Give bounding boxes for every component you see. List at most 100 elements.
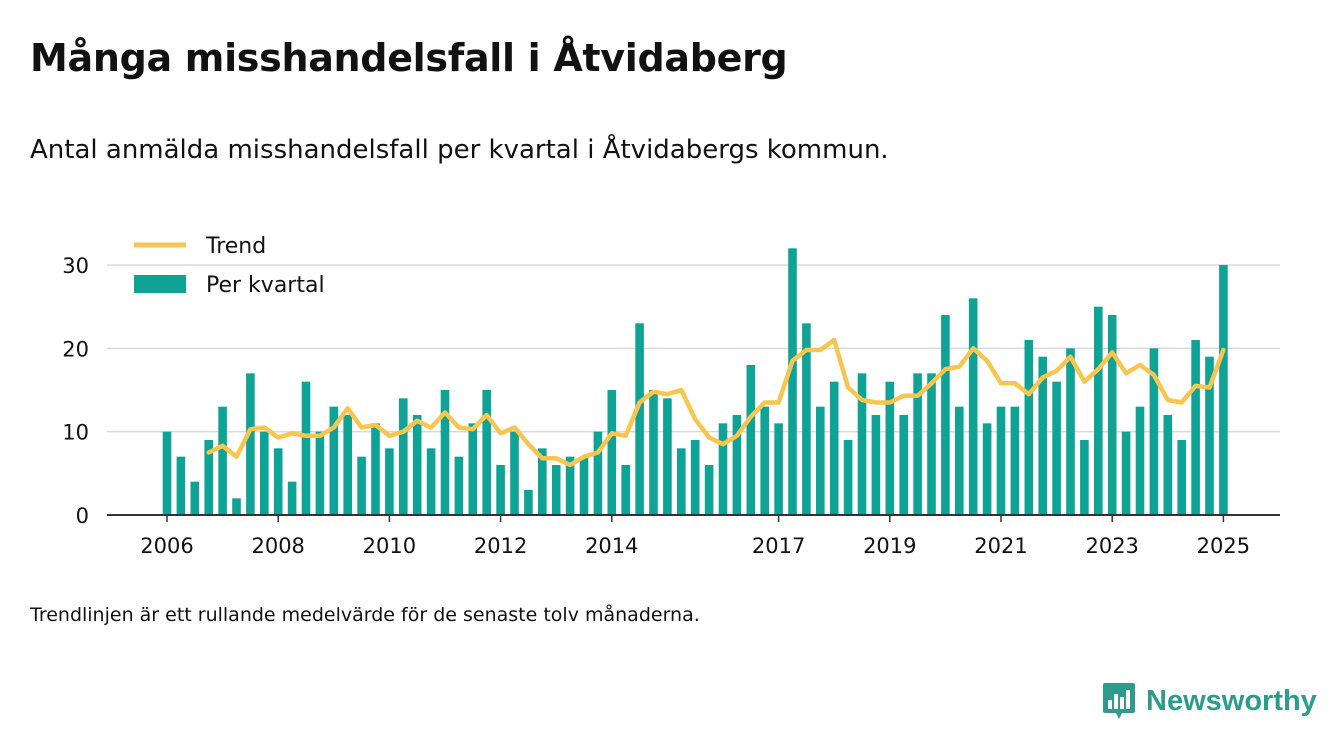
bar: [579, 456, 589, 515]
bar: [329, 406, 339, 515]
trend-line-group: [206, 337, 1226, 468]
bar: [885, 381, 895, 515]
y-axis-tick-labels: 0 10 20 30: [62, 254, 89, 528]
chart-title: Många misshandelsfall i Åtvidaberg: [30, 36, 788, 80]
y-tick-label: 10: [62, 421, 89, 445]
bar: [899, 415, 908, 515]
bar: [774, 423, 783, 515]
bar: [565, 456, 575, 515]
bar: [802, 323, 811, 515]
bar: [746, 365, 756, 515]
bar: [621, 465, 630, 515]
bar: [426, 448, 436, 515]
chart-subtitle: Antal anmälda misshandelsfall per kvarta…: [30, 135, 889, 165]
bar: [649, 390, 658, 515]
chart: 0 10 20 30 2006 2008 2010 2012 2014 2017 2019 2021…: [62, 234, 1280, 558]
bar: [218, 406, 227, 515]
bar: [301, 381, 311, 515]
bar: [176, 456, 186, 515]
bar: [760, 406, 769, 515]
bar: [357, 456, 366, 515]
bar: [412, 415, 422, 515]
x-tick-label: 2006: [140, 534, 193, 558]
bar: [1177, 440, 1186, 515]
bar: [162, 431, 172, 515]
bar: [482, 390, 491, 515]
bar: [927, 373, 936, 515]
bar: [982, 423, 992, 515]
bar: [204, 440, 213, 515]
bar: [454, 456, 464, 515]
bar: [1066, 348, 1075, 515]
bar: [1205, 356, 1214, 515]
y-tick-label: 30: [62, 254, 89, 278]
bar: [843, 440, 853, 515]
legend-trend-label: Trend: [205, 234, 266, 259]
bar: [190, 481, 200, 515]
x-tick-label: 2010: [363, 534, 416, 558]
bar: [718, 423, 728, 515]
bar: [816, 406, 825, 515]
bar: [829, 381, 839, 515]
bar: [1121, 431, 1131, 515]
bar: [538, 448, 547, 515]
bar: [663, 398, 672, 515]
bar: [1219, 265, 1228, 515]
bar: [524, 490, 533, 515]
bar: [1024, 340, 1034, 515]
bar: [1191, 340, 1200, 515]
bar: [1010, 406, 1020, 515]
legend-bar-swatch: [134, 275, 186, 293]
bar: [343, 415, 352, 515]
bars: [162, 248, 1228, 516]
bar: [399, 398, 408, 515]
x-tick-label: 2012: [474, 534, 527, 558]
bar: [635, 323, 644, 515]
bar: [941, 315, 950, 515]
x-tick-label: 2008: [251, 534, 304, 558]
newsworthy-logo-icon: [1103, 683, 1135, 719]
trend-line: [206, 337, 1226, 468]
bar: [1094, 306, 1103, 515]
bar: [232, 498, 241, 515]
x-tick-label: 2025: [1197, 534, 1250, 558]
brand-name: Newsworthy: [1146, 684, 1317, 717]
bar: [287, 481, 297, 515]
bar: [732, 415, 742, 515]
bar: [1052, 381, 1061, 515]
x-tick-label: 2014: [585, 534, 638, 558]
bar: [1107, 315, 1117, 515]
bar: [788, 248, 797, 516]
bar: [371, 423, 380, 515]
bar: [996, 406, 1006, 515]
bar: [315, 431, 325, 515]
legend-bar-label: Per kvartal: [206, 273, 325, 298]
bar: [871, 415, 881, 515]
x-tick-label: 2019: [863, 534, 916, 558]
brand-logo: Newsworthy: [1102, 680, 1317, 722]
bar: [1135, 406, 1145, 515]
bar: [968, 298, 978, 515]
bar: [690, 440, 700, 515]
x-tick-label: 2017: [752, 534, 805, 558]
bar: [385, 448, 394, 515]
bar: [857, 373, 867, 515]
bar: [260, 431, 269, 515]
y-tick-label: 0: [76, 504, 89, 528]
bar: [551, 465, 561, 515]
bar: [246, 373, 255, 515]
footnote: Trendlinjen är ett rullande medelvärde f…: [30, 604, 700, 626]
bar: [1038, 356, 1047, 515]
y-tick-label: 20: [62, 337, 89, 361]
bar: [440, 390, 450, 515]
bar: [468, 423, 478, 515]
x-tick-label: 2023: [1085, 534, 1138, 558]
legend: Trend Per kvartal: [134, 234, 325, 298]
bar: [1080, 440, 1089, 515]
bar: [607, 390, 617, 515]
bar: [704, 465, 714, 515]
bar: [1163, 415, 1173, 515]
x-tick-label: 2021: [974, 534, 1027, 558]
bar: [913, 373, 922, 515]
bar: [496, 465, 505, 515]
